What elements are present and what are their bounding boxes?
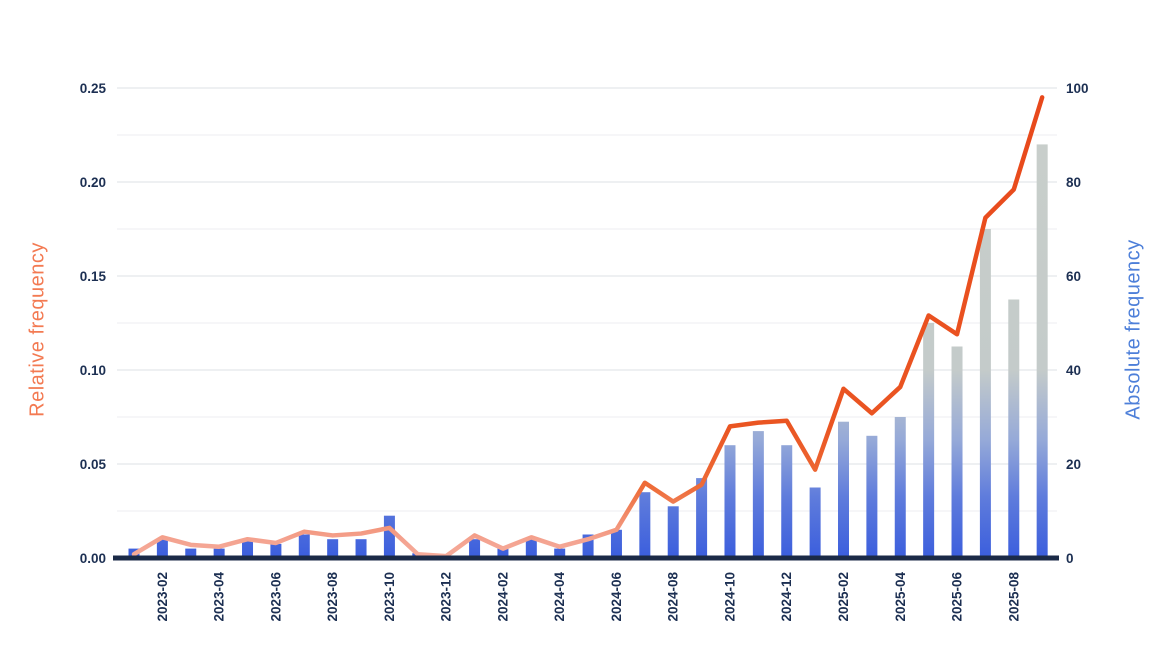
- bar-2025-06: [951, 346, 963, 558]
- bar-2023-04: [213, 548, 225, 558]
- x-tick-2023-04: 2023-04: [212, 572, 227, 622]
- x-tick-2024-12: 2024-12: [779, 572, 794, 622]
- y-axis-label-left: Relative frequency: [26, 242, 49, 417]
- bar-2025-05: [923, 323, 935, 558]
- line-series: [131, 95, 1045, 559]
- y-tick-left: 0.20: [80, 175, 106, 190]
- bar-2023-02: [156, 539, 168, 558]
- x-tick-2023-02: 2023-02: [155, 572, 170, 622]
- x-tick-2025-08: 2025-08: [1006, 572, 1021, 622]
- x-tick-2025-04: 2025-04: [893, 572, 908, 622]
- x-tick-2024-06: 2024-06: [609, 572, 624, 622]
- x-tick-2024-10: 2024-10: [722, 572, 737, 622]
- bar-2025-07: [979, 229, 991, 558]
- bar-2023-09: [355, 539, 367, 558]
- x-tick-2023-06: 2023-06: [268, 572, 283, 622]
- x-tick-2023-08: 2023-08: [325, 572, 340, 622]
- bar-2024-11: [752, 431, 764, 558]
- bar-2024-02: [497, 548, 509, 558]
- bar-2023-03: [185, 548, 197, 558]
- bar-2023-07: [298, 534, 310, 558]
- x-tick-2024-04: 2024-04: [552, 572, 567, 622]
- gridlines: [117, 87, 1057, 512]
- bar-2024-05: [582, 534, 594, 558]
- bar-2025-01: [809, 487, 821, 558]
- bar-2024-04: [554, 548, 566, 558]
- x-tick-2023-10: 2023-10: [382, 572, 397, 622]
- relative-frequency-line: [131, 95, 1045, 559]
- bar-2025-09: [1036, 144, 1048, 558]
- bar-2025-02: [838, 421, 849, 558]
- bar-2024-06: [610, 529, 622, 558]
- x-tick-2025-06: 2025-06: [950, 572, 965, 622]
- y-tick-left: 0.25: [80, 81, 107, 96]
- x-tick-2023-12: 2023-12: [439, 572, 454, 622]
- y-tick-right: 40: [1066, 363, 1081, 378]
- bar-2023-10: [383, 515, 395, 558]
- bar-2024-08: [667, 506, 679, 558]
- bar-2024-01: [469, 539, 481, 558]
- y-tick-right: 0: [1066, 551, 1074, 566]
- bar-2023-05: [242, 539, 254, 558]
- x-tick-2024-02: 2024-02: [495, 572, 510, 622]
- y-axis-label-right: Absolute frequency: [1122, 239, 1145, 420]
- bar-2024-07: [639, 492, 651, 558]
- bar-2023-08: [327, 539, 339, 558]
- x-tick-2025-02: 2025-02: [836, 572, 851, 622]
- bar-2024-12: [781, 445, 793, 558]
- bar-2023-06: [270, 543, 282, 558]
- y-axis-ticks-right: 0 20 40 60 80 100: [1066, 81, 1089, 566]
- bar-2024-03: [525, 539, 537, 558]
- y-axis-ticks-left: 0.00 0.05 0.10 0.15 0.20 0.25: [80, 81, 107, 566]
- bar-2025-04: [894, 417, 906, 558]
- y-tick-right: 80: [1066, 175, 1081, 190]
- y-tick-left: 0.00: [80, 551, 106, 566]
- bar-2025-08: [1008, 299, 1020, 558]
- y-tick-left: 0.10: [80, 363, 106, 378]
- y-tick-right: 20: [1066, 457, 1081, 472]
- bar-2025-03: [866, 435, 878, 558]
- x-axis-ticks: 2023-02 2023-04 2023-06 2023-08 2023-10 2023-…: [155, 572, 1021, 622]
- bar-2024-09: [696, 478, 708, 558]
- y-tick-right: 100: [1066, 81, 1089, 96]
- y-tick-right: 60: [1066, 269, 1081, 284]
- y-tick-left: 0.15: [80, 269, 107, 284]
- bar-2024-10: [724, 445, 736, 558]
- y-tick-left: 0.05: [80, 457, 107, 472]
- x-tick-2024-08: 2024-08: [666, 572, 681, 622]
- bar-series: [128, 144, 1048, 558]
